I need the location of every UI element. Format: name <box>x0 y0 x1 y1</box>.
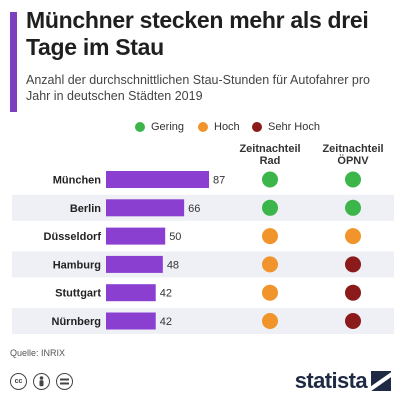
bar-value-label: 87 <box>213 175 225 187</box>
statista-logo-icon <box>371 371 391 391</box>
title-accent-bar <box>10 12 17 112</box>
bar-value-label: 66 <box>188 203 200 215</box>
row-band <box>12 308 394 334</box>
chart-subtitle: Anzahl der durchschnittlichen Stau-Stund… <box>26 73 370 103</box>
legend: Gering Hoch Sehr Hoch <box>0 121 405 137</box>
bar-value-label: 50 <box>169 231 181 243</box>
legend-label-hoch: Hoch <box>214 121 240 133</box>
bar <box>106 255 163 273</box>
opnv-indicator-dot <box>345 256 361 273</box>
rad-indicator-dot <box>262 256 278 273</box>
category-label: Nürnberg <box>52 316 102 328</box>
legend-dot-gering <box>135 122 145 132</box>
rad-indicator-dot <box>262 284 278 301</box>
column-header-rad: Zeitnachteil Rad <box>239 143 301 167</box>
bar <box>106 284 156 302</box>
source-note: Quelle: INRIX <box>10 348 66 358</box>
bar-value-label: 42 <box>160 288 172 300</box>
opnv-indicator-dot <box>345 284 361 301</box>
opnv-indicator-dot <box>345 228 361 245</box>
category-label: München <box>53 175 102 187</box>
cc-icon[interactable]: cc <box>10 373 27 390</box>
row-band <box>12 194 394 221</box>
brand-name: statista <box>294 368 368 393</box>
bar-value-label: 48 <box>167 259 179 271</box>
chart-title: Münchner stecken mehr als drei Tage im S… <box>26 7 369 60</box>
nd-icon[interactable] <box>56 373 73 390</box>
opnv-indicator-dot <box>345 171 361 188</box>
category-label: Berlin <box>70 203 101 215</box>
license-icons: cc <box>10 373 73 390</box>
bar-value-label: 42 <box>160 316 172 328</box>
legend-item-hoch: Hoch <box>198 121 240 133</box>
legend-dot-sehr-hoch <box>252 122 262 132</box>
statista-logo[interactable]: statista <box>295 368 391 394</box>
opnv-indicator-dot <box>345 199 361 216</box>
rad-indicator-dot <box>262 228 278 245</box>
category-label: Stuttgart <box>55 288 101 300</box>
bar <box>106 199 185 217</box>
bar <box>106 171 209 188</box>
rad-indicator-dot <box>262 199 278 216</box>
rad-indicator-dot <box>262 313 278 329</box>
legend-item-gering: Gering <box>135 121 184 133</box>
rad-indicator-dot <box>262 171 278 188</box>
bar <box>106 227 166 245</box>
category-label: Hamburg <box>53 259 101 271</box>
legend-label-gering: Gering <box>151 121 185 133</box>
category-label: Düsseldorf <box>44 231 102 243</box>
legend-dot-hoch <box>198 122 208 132</box>
opnv-indicator-dot <box>345 313 361 329</box>
by-icon[interactable] <box>33 373 50 390</box>
legend-label-sehr-hoch: Sehr Hoch <box>268 121 320 133</box>
bar <box>106 312 156 330</box>
column-header-opnv: Zeitnachteil ÖPNV <box>322 143 384 167</box>
row-band <box>12 251 394 278</box>
legend-item-sehr-hoch: Sehr Hoch <box>252 121 320 133</box>
